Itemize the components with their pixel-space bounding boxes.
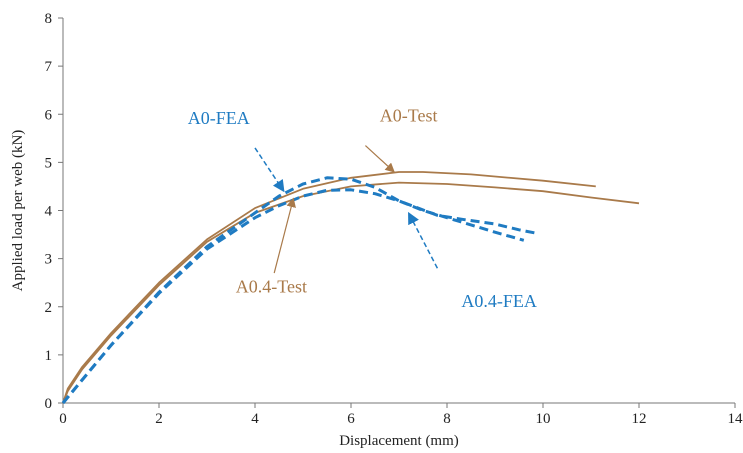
annotation-arrow-a0-test [364, 145, 395, 173]
y-tick-label: 2 [45, 300, 53, 316]
x-tick-label: 12 [632, 411, 647, 427]
series-a0-4-fea [61, 188, 525, 404]
series-a0-fea [61, 176, 539, 404]
y-tick-label: 7 [45, 59, 53, 75]
x-tick-label: 4 [251, 411, 259, 427]
x-tick-label: 8 [443, 411, 451, 427]
y-tick-label: 4 [45, 204, 53, 220]
y-axis-label: Applied load per web (kN) [10, 130, 26, 292]
y-tick-label: 6 [45, 107, 53, 123]
y-axis-ticks: 0 1 2 3 4 5 6 7 8 [45, 11, 63, 412]
y-tick-label: 0 [45, 396, 53, 412]
y-tick-label: 5 [45, 155, 53, 171]
annotation-label-a0-fea: A0-FEA [188, 108, 250, 128]
annotation-arrow-a0-4-fea [407, 211, 439, 269]
y-tick-label: 1 [45, 348, 53, 364]
x-tick-label: 2 [155, 411, 163, 427]
x-tick-label: 14 [728, 411, 743, 427]
annotation-label-a0-test: A0-Test [380, 105, 438, 125]
series-layer [61, 171, 640, 404]
annotation-label-a0-4-test: A0.4-Test [236, 276, 307, 296]
y-tick-label: 8 [45, 11, 53, 27]
annotation-arrow-a0-4-test [273, 197, 296, 274]
annotation-layer: A0-FEA A0-Test A0.4-Test A0.4-FEA [188, 105, 537, 310]
series-a0-test [62, 171, 596, 404]
annotation-arrow-a0-fea [254, 147, 285, 193]
y-tick-label: 3 [45, 252, 53, 268]
x-axis-ticks: 0 2 4 6 8 10 12 14 [59, 403, 743, 427]
axes [62, 18, 735, 404]
x-tick-label: 6 [347, 411, 355, 427]
annotation-label-a0-4-fea: A0.4-FEA [461, 291, 537, 311]
series-a0-4-test [62, 181, 640, 404]
x-tick-label: 10 [536, 411, 551, 427]
x-tick-label: 0 [59, 411, 67, 427]
x-axis-label: Displacement (mm) [339, 433, 459, 449]
